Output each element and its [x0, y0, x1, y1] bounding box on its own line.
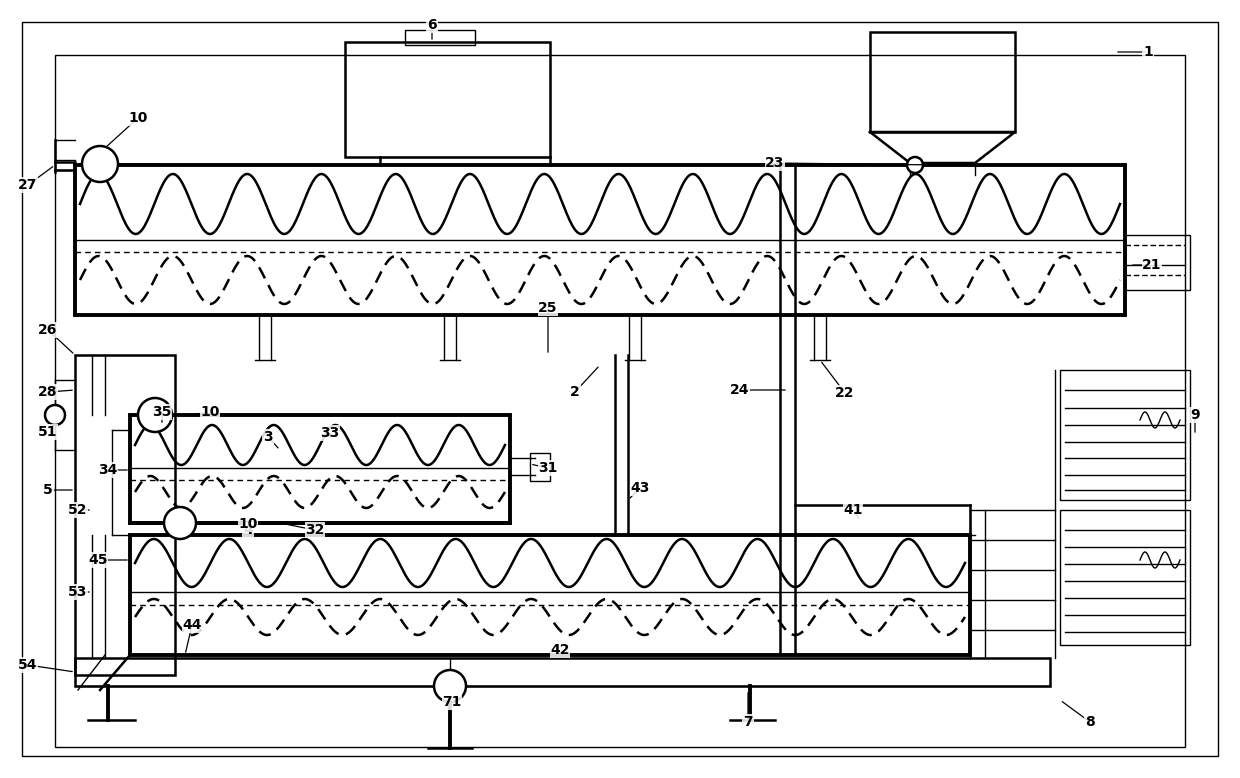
- Text: 3: 3: [263, 430, 273, 444]
- Text: 22: 22: [836, 386, 854, 400]
- Text: 32: 32: [305, 523, 325, 537]
- Text: 10: 10: [128, 111, 148, 125]
- Text: 28: 28: [38, 385, 58, 399]
- Text: 23: 23: [765, 156, 785, 170]
- Text: 10: 10: [201, 405, 219, 419]
- Bar: [345, 42, 551, 157]
- Text: 27: 27: [19, 178, 37, 192]
- Bar: [130, 415, 510, 523]
- Text: 54: 54: [19, 658, 37, 672]
- Bar: [870, 32, 1016, 132]
- Circle shape: [82, 146, 118, 182]
- Text: 7: 7: [743, 715, 753, 729]
- Bar: [74, 355, 175, 675]
- Bar: [1060, 370, 1190, 500]
- Bar: [55, 55, 1185, 747]
- Text: 10: 10: [238, 517, 258, 531]
- Text: 41: 41: [843, 503, 863, 517]
- Text: 33: 33: [320, 426, 340, 440]
- Text: 2: 2: [570, 385, 580, 399]
- Text: 5: 5: [43, 483, 53, 497]
- Circle shape: [164, 507, 196, 539]
- Text: 8: 8: [1085, 715, 1095, 729]
- Text: 34: 34: [98, 463, 118, 477]
- Circle shape: [45, 405, 64, 425]
- Text: 21: 21: [1142, 258, 1162, 272]
- Text: 52: 52: [68, 503, 88, 517]
- Text: 1: 1: [1143, 45, 1153, 59]
- Bar: [529, 453, 551, 481]
- Text: 51: 51: [38, 425, 58, 439]
- Text: 71: 71: [443, 695, 461, 709]
- Circle shape: [138, 398, 172, 432]
- Text: 26: 26: [38, 323, 58, 337]
- Bar: [405, 30, 475, 45]
- Text: 45: 45: [88, 553, 108, 567]
- Text: 9: 9: [1190, 408, 1200, 422]
- Text: 35: 35: [153, 405, 171, 419]
- Text: 4: 4: [243, 523, 253, 537]
- Text: 44: 44: [182, 618, 202, 632]
- Bar: [74, 165, 1125, 315]
- Bar: [74, 658, 1050, 686]
- Text: 43: 43: [630, 481, 650, 495]
- Circle shape: [434, 670, 466, 702]
- Bar: [1060, 510, 1190, 645]
- Text: 53: 53: [68, 585, 88, 599]
- Text: 25: 25: [538, 301, 558, 315]
- Bar: [1125, 235, 1190, 290]
- Text: 31: 31: [538, 461, 558, 475]
- Text: 24: 24: [730, 383, 750, 397]
- Bar: [130, 535, 970, 655]
- Circle shape: [906, 157, 923, 173]
- Text: 42: 42: [551, 643, 569, 657]
- Text: 6: 6: [428, 18, 436, 32]
